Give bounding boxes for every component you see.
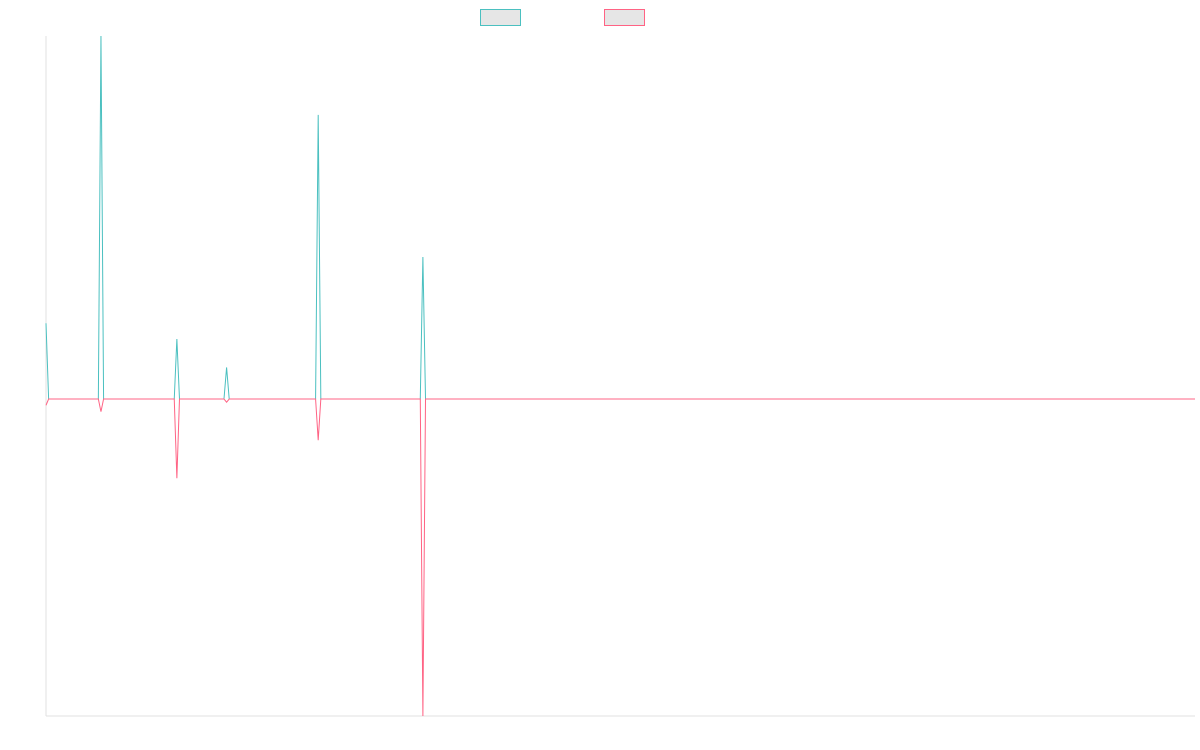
series-lines [45,35,1195,717]
axes [45,36,1195,717]
legend-swatch-1[interactable] [480,9,521,26]
series-line-2 [45,398,1195,717]
series-line-1 [45,35,1195,400]
legend[interactable] [480,9,645,26]
legend-swatch-2[interactable] [604,9,645,26]
